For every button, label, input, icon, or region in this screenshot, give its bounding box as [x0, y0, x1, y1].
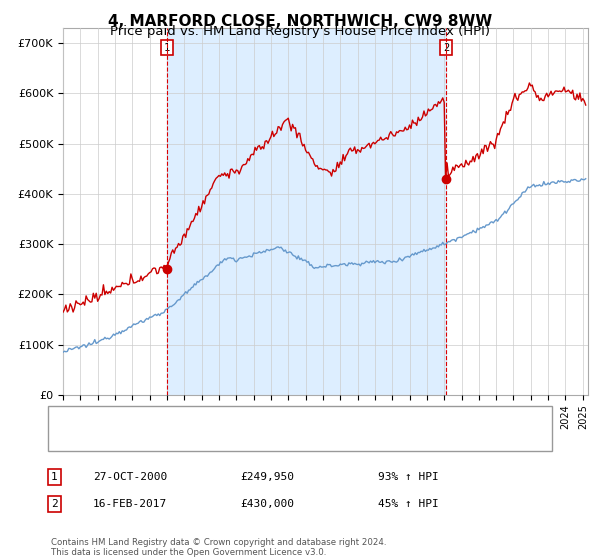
Text: Price paid vs. HM Land Registry's House Price Index (HPI): Price paid vs. HM Land Registry's House …: [110, 25, 490, 38]
Bar: [167, 28, 446, 395]
Text: £249,950: £249,950: [240, 472, 294, 482]
Text: 93% ↑ HPI: 93% ↑ HPI: [378, 472, 439, 482]
Text: 1: 1: [164, 43, 170, 53]
Text: 2: 2: [443, 43, 449, 53]
Text: 45% ↑ HPI: 45% ↑ HPI: [378, 499, 439, 509]
Text: 27-OCT-2000: 27-OCT-2000: [93, 472, 167, 482]
Text: 1: 1: [51, 472, 58, 482]
Text: Contains HM Land Registry data © Crown copyright and database right 2024.
This d: Contains HM Land Registry data © Crown c…: [51, 538, 386, 557]
Text: 4, MARFORD CLOSE, NORTHWICH, CW9 8WW (detached house): 4, MARFORD CLOSE, NORTHWICH, CW9 8WW (de…: [99, 413, 430, 423]
Text: HPI: Average price, detached house, Cheshire West and Chester: HPI: Average price, detached house, Ches…: [99, 433, 480, 444]
Text: £430,000: £430,000: [240, 499, 294, 509]
Text: 2: 2: [51, 499, 58, 509]
Text: 16-FEB-2017: 16-FEB-2017: [93, 499, 167, 509]
Text: 4, MARFORD CLOSE, NORTHWICH, CW9 8WW: 4, MARFORD CLOSE, NORTHWICH, CW9 8WW: [108, 14, 492, 29]
